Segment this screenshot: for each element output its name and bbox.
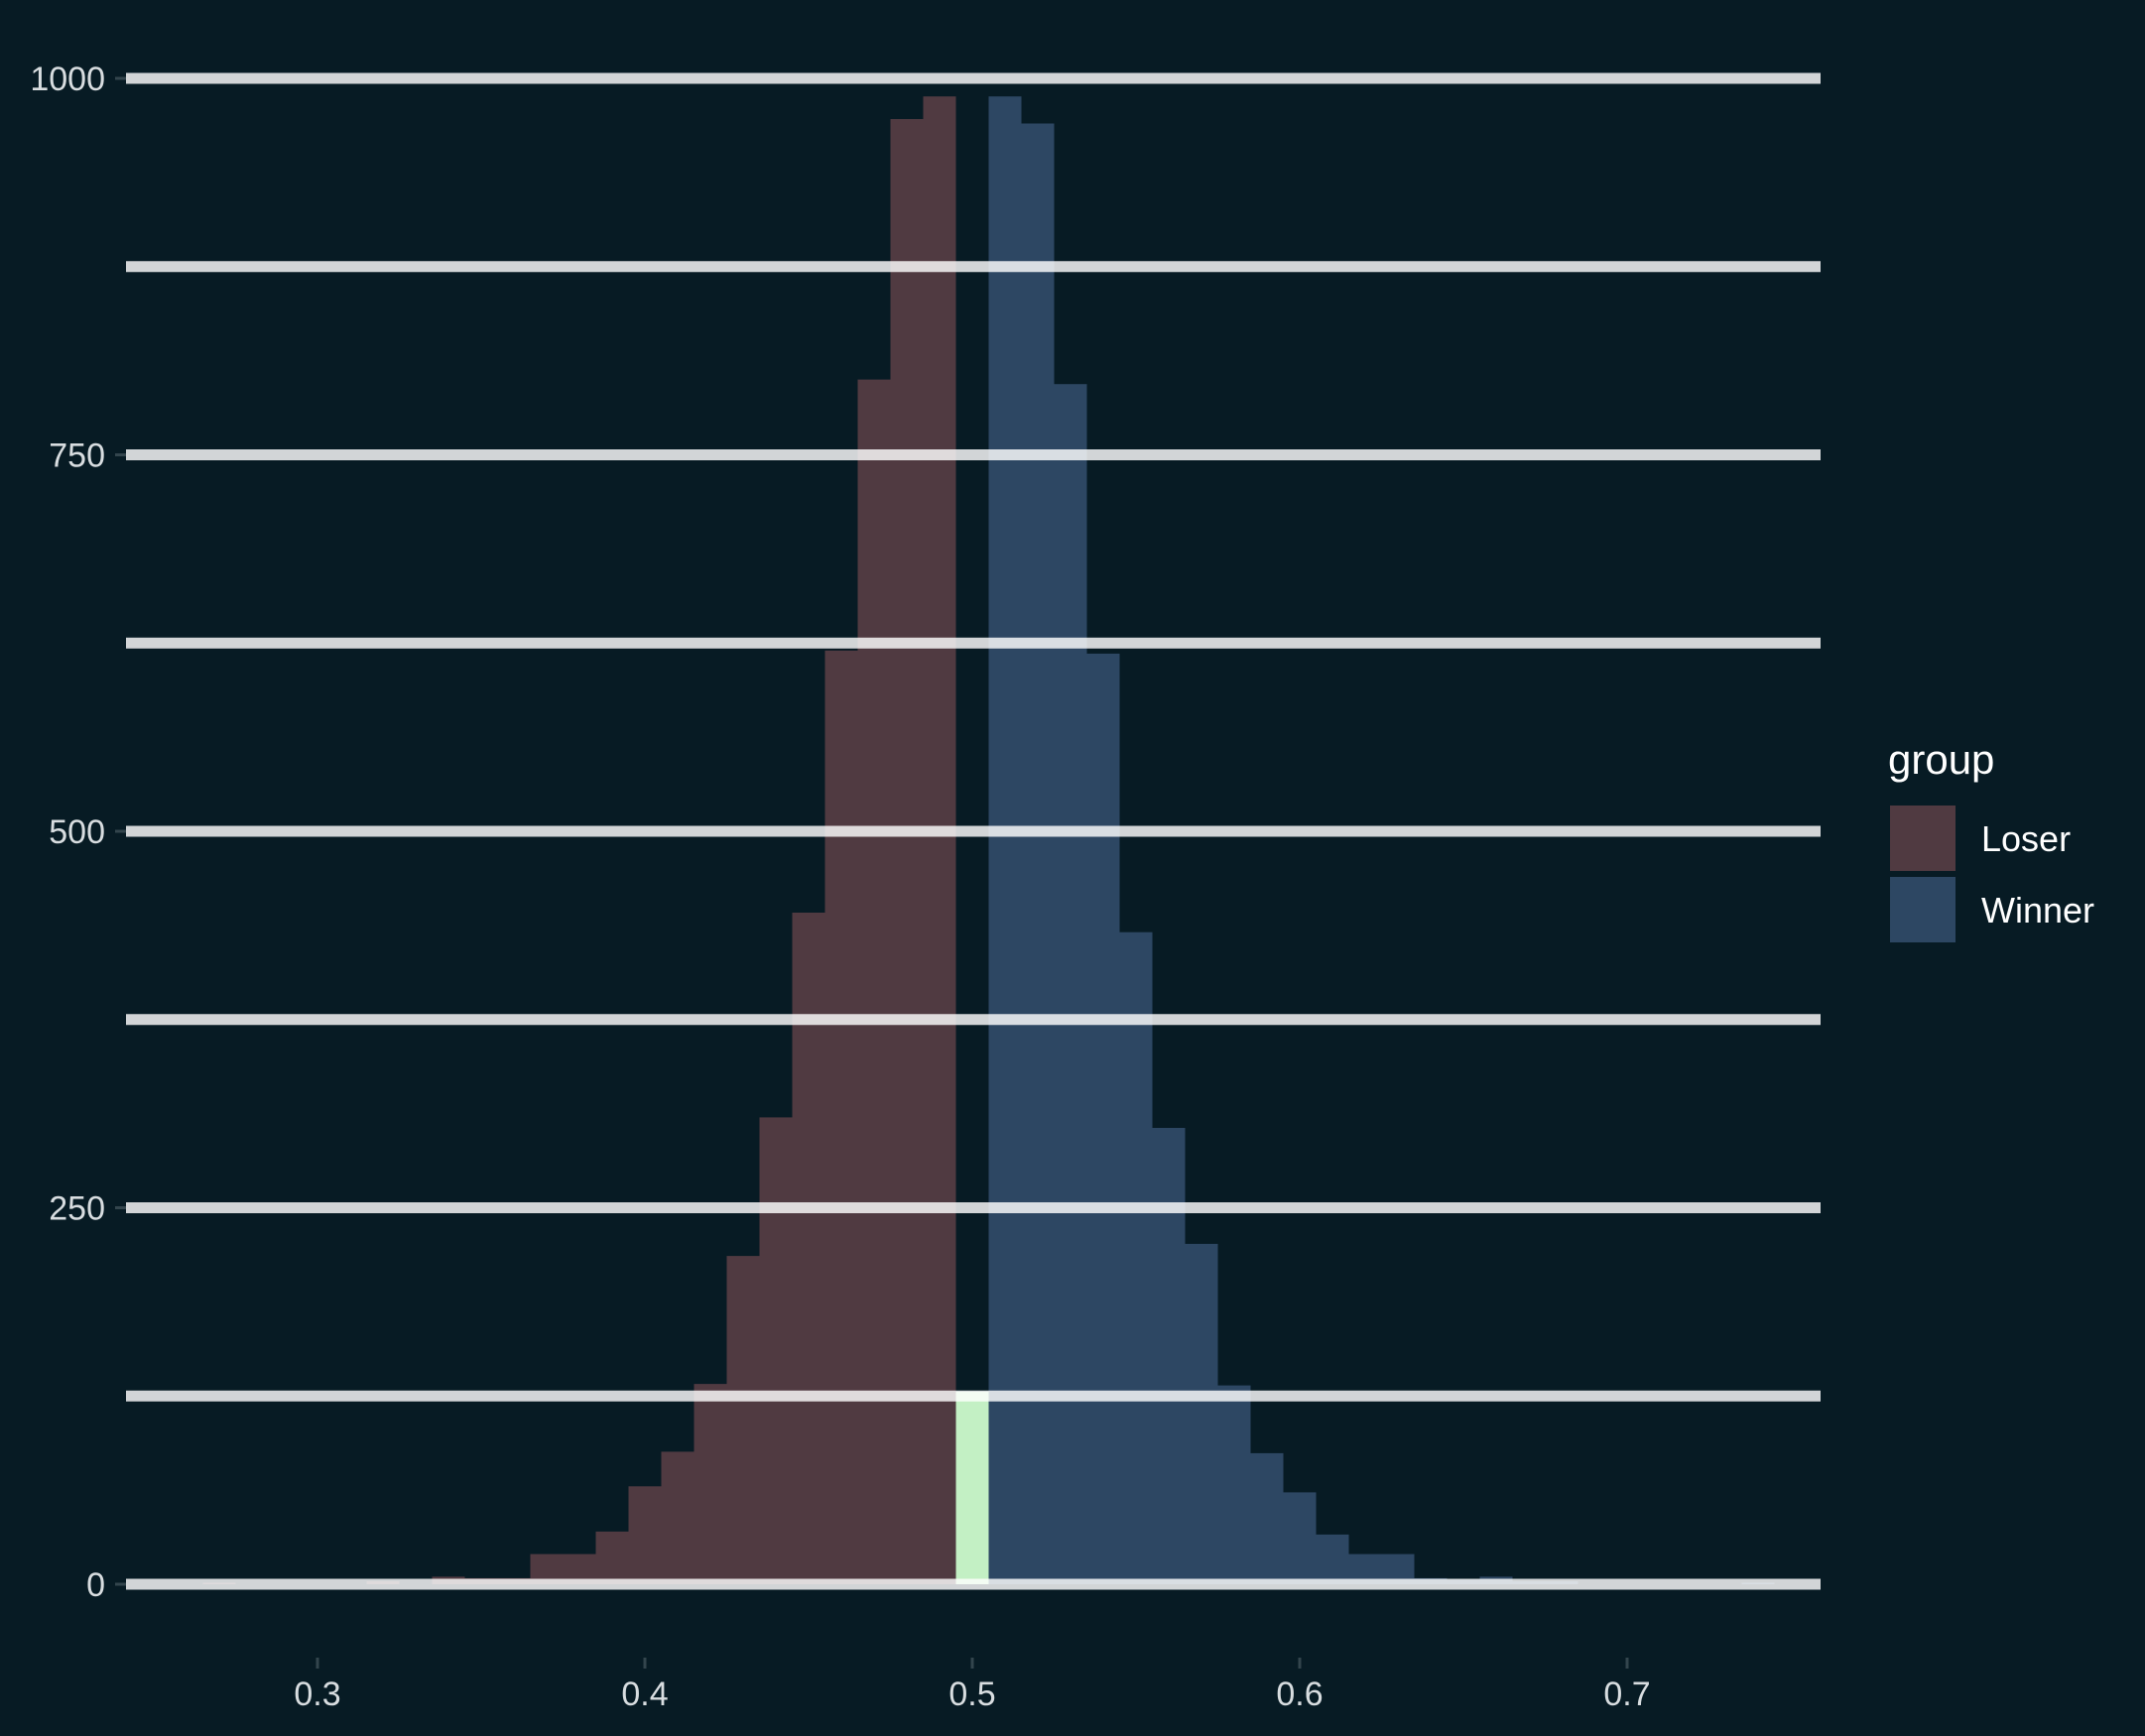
histogram-bar-winner (1152, 1128, 1186, 1584)
histogram-bar-tie (955, 1391, 989, 1584)
histogram-bar-loser (661, 1451, 694, 1584)
histogram-bar-winner (1250, 1452, 1284, 1584)
x-axis: 0.3 0.4 0.5 0.6 0.7 (294, 1658, 1651, 1713)
histogram-bar-loser (890, 119, 924, 1584)
legend-swatch-winner (1890, 877, 1956, 942)
x-tick-label: 0.4 (621, 1675, 668, 1713)
legend-swatch-loser (1890, 806, 1956, 871)
y-tick-label: 1000 (30, 61, 105, 98)
y-tick-label: 750 (49, 437, 105, 475)
histogram-bar-loser (857, 379, 891, 1585)
y-tick-label: 500 (49, 813, 105, 851)
histogram-bar-winner (1086, 653, 1120, 1584)
histogram-bar-loser (595, 1531, 629, 1584)
histogram-bar-winner (1283, 1492, 1317, 1584)
y-tick-label: 250 (49, 1190, 105, 1228)
y-axis: 1000 750 500 250 0 (30, 61, 126, 1604)
histogram-bar-loser (792, 913, 825, 1584)
histogram-bar-loser (694, 1384, 727, 1584)
y-tick-label: 0 (86, 1566, 105, 1604)
x-tick-label: 0.7 (1603, 1675, 1650, 1713)
histogram-bar-winner (1185, 1243, 1218, 1584)
histogram-bar-winner (1316, 1534, 1349, 1584)
x-tick-label: 0.6 (1276, 1675, 1323, 1713)
histogram-bar-winner (1054, 384, 1087, 1585)
histogram-bar-loser (759, 1117, 793, 1584)
histogram-bar-loser (923, 96, 956, 1585)
histogram-bar-loser (628, 1486, 662, 1584)
x-tick-label: 0.3 (294, 1675, 340, 1713)
legend-title: group (1888, 736, 1994, 783)
histogram-bar-loser (726, 1256, 760, 1584)
histogram-bar-winner (988, 96, 1022, 1585)
legend: group Loser Winner (1888, 736, 2094, 942)
histogram-bar-winner (1021, 123, 1055, 1584)
histogram-bar-loser (824, 650, 858, 1584)
histogram-bar-winner (1119, 931, 1153, 1584)
legend-label-loser: Loser (1981, 818, 2071, 859)
gridlines (126, 72, 1821, 1590)
histogram-bar-winner (1217, 1385, 1251, 1584)
x-tick-label: 0.5 (948, 1675, 995, 1713)
legend-label-winner: Winner (1981, 890, 2094, 930)
